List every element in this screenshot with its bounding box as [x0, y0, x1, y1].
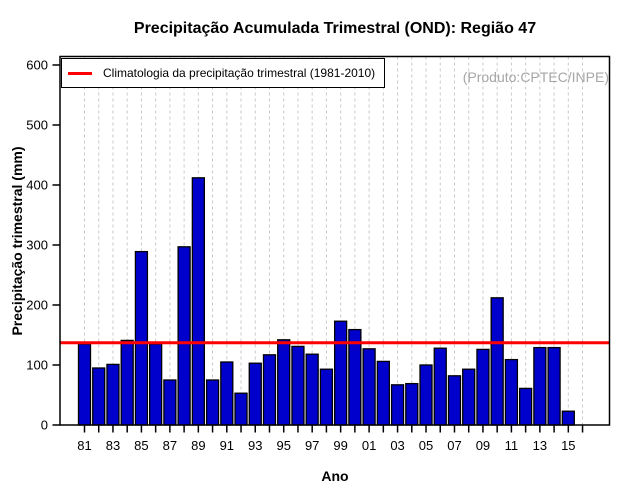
- bar-81: [77, 343, 92, 426]
- x-tick-label: 05: [419, 438, 433, 453]
- bar-08: [462, 368, 476, 426]
- y-tick-label: 200: [26, 298, 48, 313]
- bar-98: [319, 368, 334, 426]
- bar-95: [277, 339, 291, 426]
- y-tick-label: 400: [26, 178, 48, 193]
- bar-94: [262, 354, 277, 426]
- x-tick-label: 97: [305, 438, 319, 453]
- y-axis-title: Precipitação trimestral (mm): [9, 146, 25, 336]
- x-tick-label: 83: [106, 438, 120, 453]
- bar-99: [333, 320, 348, 426]
- bar-87: [163, 379, 177, 426]
- x-tick-label: 15: [561, 438, 575, 453]
- bar-12: [518, 387, 533, 426]
- bar-03: [390, 384, 405, 426]
- x-tick-label: 91: [220, 438, 234, 453]
- x-tick-label: 85: [134, 438, 148, 453]
- plot-box: [59, 55, 611, 426]
- x-tick-label: 07: [447, 438, 461, 453]
- x-tick-label: 81: [77, 438, 91, 453]
- bar-10: [490, 297, 504, 426]
- x-tick-label: 03: [390, 438, 404, 453]
- bar-89: [191, 177, 205, 426]
- bar-02: [376, 360, 390, 426]
- y-tick-label: 600: [26, 58, 48, 73]
- x-tick-label: 89: [191, 438, 205, 453]
- bar-83: [106, 363, 120, 426]
- legend-line-sample: [68, 71, 92, 75]
- bar-14: [547, 346, 561, 426]
- bar-92: [234, 392, 248, 426]
- x-tick-label: 11: [505, 438, 519, 453]
- x-tick-label: 93: [248, 438, 262, 453]
- x-axis-title: Ano: [321, 468, 349, 484]
- bar-85: [134, 250, 149, 426]
- bar-05: [419, 364, 433, 426]
- x-tick-label: 99: [333, 438, 347, 453]
- x-tick-label: 87: [163, 438, 177, 453]
- x-tick-label: 01: [362, 438, 376, 453]
- bar-90: [205, 379, 220, 426]
- legend-label: Climatologia da precipitação trimestral …: [103, 66, 376, 80]
- x-tick-label: 09: [476, 438, 490, 453]
- bar-86: [148, 343, 163, 426]
- chart-title: Precipitação Acumulada Trimestral (OND):…: [133, 20, 537, 37]
- bar-82: [92, 367, 106, 426]
- bar-88: [177, 246, 191, 426]
- y-tick-label: 300: [26, 238, 48, 253]
- y-tick-label: 500: [26, 118, 48, 133]
- y-tick-label: 0: [41, 418, 48, 433]
- bar-06: [433, 347, 447, 426]
- bar-93: [248, 362, 262, 426]
- bar-01: [362, 348, 376, 426]
- bar-07: [447, 375, 462, 426]
- bar-96: [291, 345, 305, 426]
- legend: Climatologia da precipitação trimestral …: [61, 58, 385, 88]
- x-tick-label: 13: [533, 438, 547, 453]
- y-tick-label: 100: [26, 358, 48, 373]
- bar-15: [561, 410, 575, 426]
- bar-91: [220, 361, 234, 426]
- bar-09: [476, 348, 490, 426]
- produto-annotation: (Produto:CPTEC/INPE): [462, 69, 609, 85]
- bar-97: [305, 353, 319, 426]
- x-tick-label: 95: [276, 438, 290, 453]
- bar-04: [405, 382, 419, 426]
- bar-13: [533, 346, 547, 426]
- bar-84: [120, 339, 134, 426]
- bar-11: [504, 358, 519, 426]
